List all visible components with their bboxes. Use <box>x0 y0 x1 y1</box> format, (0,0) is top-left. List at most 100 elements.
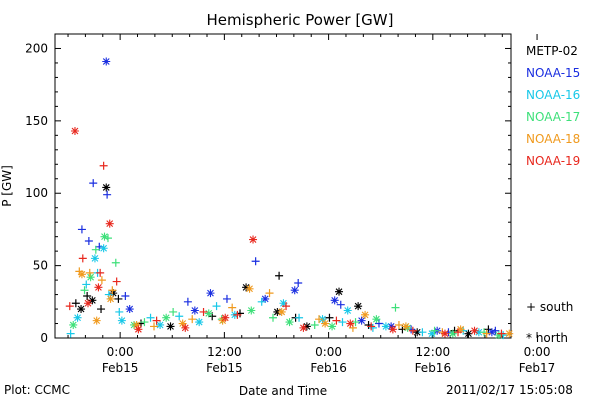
y-tick-label: 200 <box>25 41 48 55</box>
south-point <box>140 318 149 327</box>
north-point <box>73 313 82 322</box>
north-point <box>102 57 111 66</box>
south-point <box>169 307 178 316</box>
north-point <box>372 315 381 324</box>
north-point <box>204 309 213 318</box>
series-noaa-19 <box>65 126 506 338</box>
south-point <box>418 328 427 337</box>
north-point <box>100 232 109 241</box>
south-point <box>114 294 123 303</box>
north-point <box>413 328 422 337</box>
legend-item-noaa-17: NOAA-17 <box>526 110 581 124</box>
south-point <box>103 190 112 199</box>
south-point <box>146 313 155 322</box>
x-tick-time-label: 0:00 <box>524 345 551 359</box>
north-point <box>162 313 171 322</box>
north-point <box>302 322 311 331</box>
north-point <box>427 329 436 338</box>
north-point <box>156 320 165 329</box>
north-point <box>335 287 344 296</box>
south-point <box>85 268 94 277</box>
south-point <box>121 292 130 301</box>
south-point <box>150 322 159 331</box>
legend-item-noaa-19: NOAA-19 <box>526 154 581 168</box>
south-point <box>310 320 319 329</box>
south-point <box>282 302 291 311</box>
south-point <box>394 320 403 329</box>
south-point <box>275 271 284 280</box>
north-point <box>448 329 457 338</box>
chart-title: Hemispheric Power [GW] <box>206 11 394 29</box>
legend-item-metp-02: METP-02 <box>526 44 578 58</box>
north-point <box>440 329 449 338</box>
x-tick-date-label: Feb16 <box>310 361 347 375</box>
north-point <box>221 313 230 322</box>
south-point <box>112 277 121 286</box>
south-point <box>233 310 242 319</box>
north-point <box>277 307 286 316</box>
south-point <box>336 300 345 309</box>
north-point <box>77 270 86 279</box>
south-point <box>108 286 117 295</box>
north-point <box>330 296 339 305</box>
north-point <box>132 320 141 329</box>
legend-item-noaa-18: NOAA-18 <box>526 132 581 146</box>
south-point <box>91 245 100 254</box>
x-tick-time-label: 12:00 <box>416 345 451 359</box>
north-point <box>328 322 337 331</box>
south-point <box>391 303 400 312</box>
x-tick-date-label: Feb16 <box>415 361 452 375</box>
south-point <box>367 322 376 331</box>
south-point <box>265 289 274 298</box>
south-point <box>251 257 260 266</box>
south-point <box>80 286 89 295</box>
south-point <box>89 179 98 188</box>
north-point <box>261 294 270 303</box>
x-axis-label: Date and Time <box>239 384 327 398</box>
north-point <box>381 322 390 331</box>
south-point <box>325 313 334 322</box>
north-point <box>94 283 103 292</box>
north-point <box>273 307 282 316</box>
north-point <box>464 329 473 338</box>
south-point <box>188 315 197 324</box>
south-point <box>454 328 463 337</box>
south-point <box>199 307 208 316</box>
south-point <box>65 302 74 311</box>
y-tick-label: 0 <box>40 331 48 345</box>
north-point <box>388 325 397 334</box>
y-tick-label: 100 <box>25 186 48 200</box>
north-point <box>357 316 366 325</box>
north-point <box>84 299 93 308</box>
x-tick-date-label: Feb17 <box>519 361 556 375</box>
north-point <box>487 328 496 337</box>
south-point <box>78 254 87 263</box>
north-point <box>70 126 79 135</box>
north-point <box>474 328 483 337</box>
y-axis-label: P [GW] <box>0 165 14 207</box>
south-point <box>257 297 266 306</box>
north-point <box>109 289 118 298</box>
south-point <box>84 237 93 246</box>
north-point <box>505 329 514 338</box>
north-point <box>249 235 258 244</box>
legend-item-noaa-16: NOAA-16 <box>526 88 581 102</box>
south-point <box>183 297 192 306</box>
south-point <box>374 319 383 328</box>
north-point <box>321 319 330 328</box>
x-tick-time-label: 12:00 <box>207 345 242 359</box>
north-point <box>86 273 95 282</box>
north-point <box>178 319 187 328</box>
north-point <box>88 296 97 305</box>
north-point <box>245 284 254 293</box>
plot-credit: Plot: CCMC <box>4 383 70 397</box>
north-point <box>106 294 115 303</box>
north-point <box>401 322 410 331</box>
x-axis-ticks: 0:00 Feb15 12:00 Feb15 0:00 Feb16 12:00 Feb16 0:… <box>67 34 556 375</box>
south-point <box>77 225 86 234</box>
south-point <box>97 305 106 314</box>
south-point <box>83 292 92 301</box>
south-point <box>338 318 347 327</box>
north-point <box>470 326 479 335</box>
